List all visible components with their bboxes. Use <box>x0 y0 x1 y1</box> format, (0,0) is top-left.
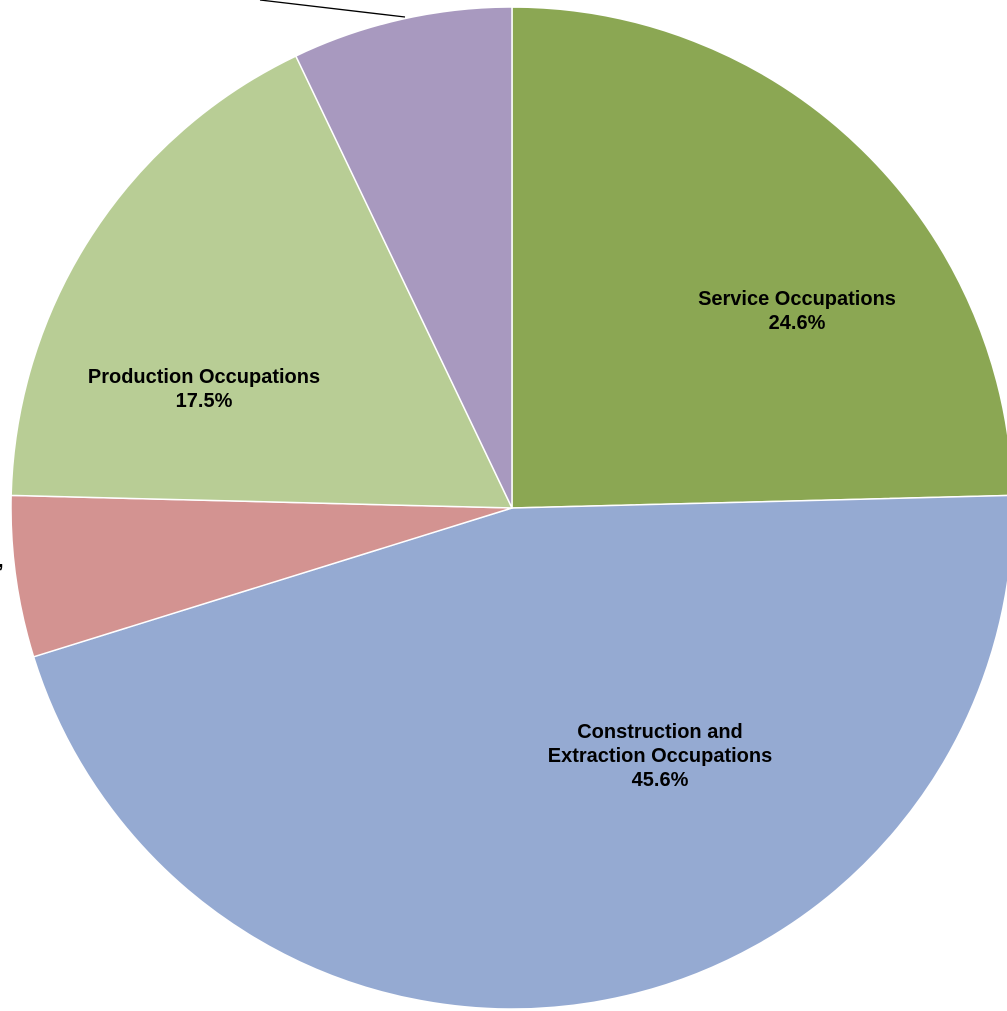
pie-slice <box>10 55 514 509</box>
pie-slice <box>511 6 1007 509</box>
slice-category-label: Extraction Occupations <box>548 745 773 767</box>
pie-slice <box>32 494 1007 1010</box>
slice-category-label: Production Occupations <box>88 366 320 388</box>
pie-slice <box>10 494 513 658</box>
leader-line <box>259 0 406 18</box>
slice-category-label: Construction and <box>577 721 743 743</box>
slice-value-label: 24.6% <box>769 312 826 334</box>
pie-slices <box>10 6 1007 1010</box>
truncated-label-fragment: , <box>0 550 4 572</box>
leader-lines <box>259 0 406 18</box>
pie-slice <box>294 6 513 509</box>
slice-value-label: 45.6% <box>632 769 689 791</box>
slice-value-label: 17.5% <box>176 390 233 412</box>
slice-category-label: Service Occupations <box>698 288 896 310</box>
